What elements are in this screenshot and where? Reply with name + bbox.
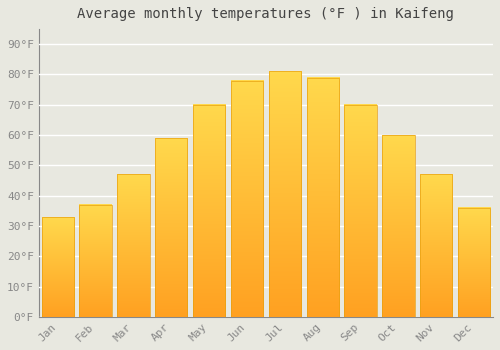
Bar	[458, 208, 490, 317]
Bar	[80, 205, 112, 317]
Bar	[155, 138, 188, 317]
Bar	[382, 135, 414, 317]
Bar	[344, 105, 376, 317]
Bar	[231, 80, 263, 317]
Bar	[118, 174, 150, 317]
Bar	[42, 217, 74, 317]
Bar	[193, 105, 225, 317]
Bar	[306, 77, 339, 317]
Bar	[269, 71, 301, 317]
Bar	[420, 174, 452, 317]
Title: Average monthly temperatures (°F ) in Kaifeng: Average monthly temperatures (°F ) in Ka…	[78, 7, 454, 21]
